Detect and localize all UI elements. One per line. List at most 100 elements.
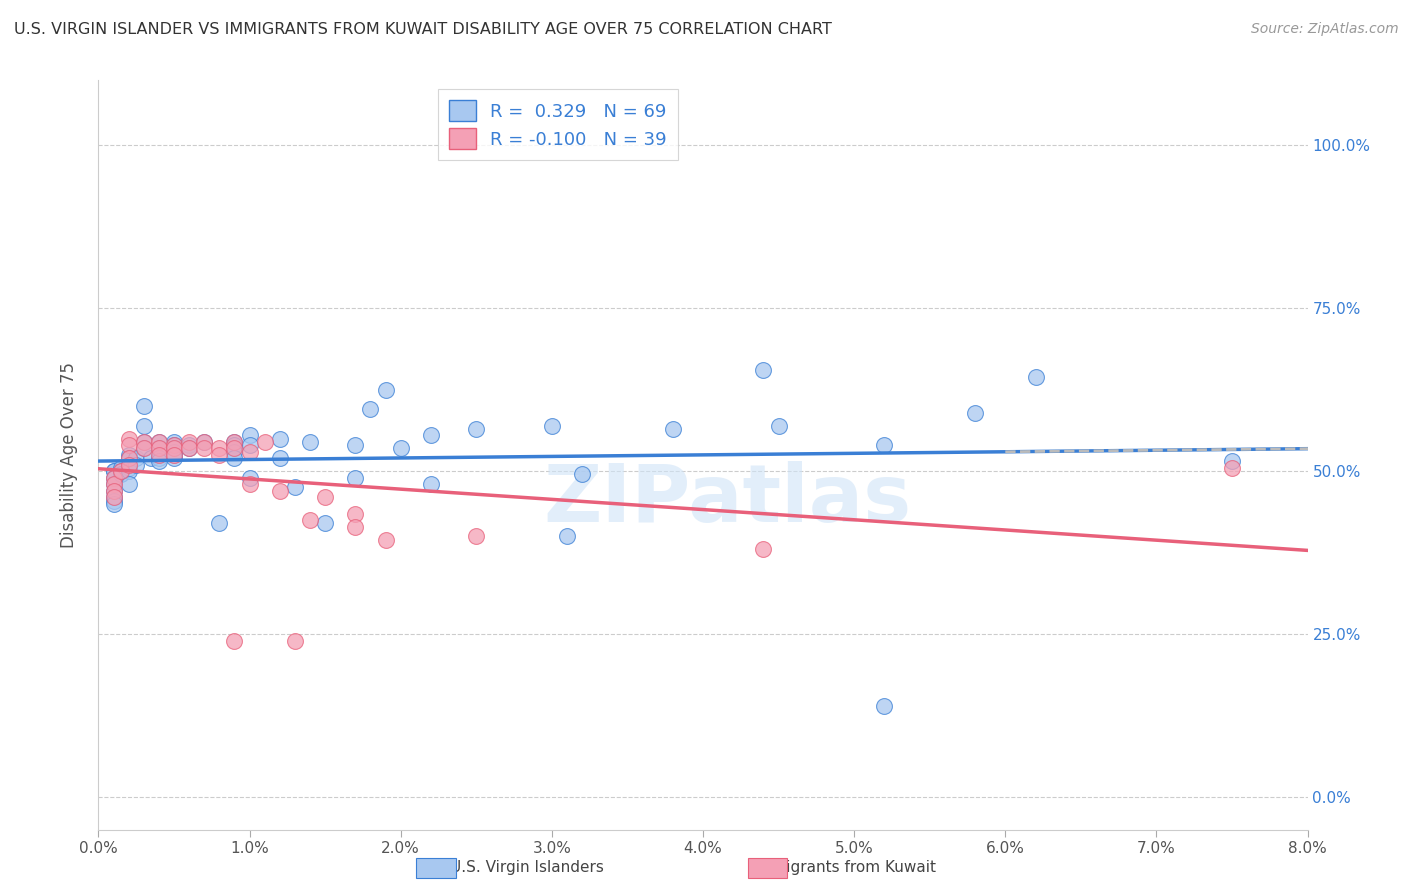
- Point: [118, 438, 141, 452]
- Point: [132, 442, 155, 456]
- Point: [103, 483, 125, 498]
- Point: [103, 464, 125, 478]
- Point: [571, 467, 593, 482]
- Point: [208, 448, 231, 462]
- Point: [314, 490, 336, 504]
- Point: [374, 533, 396, 547]
- Point: [110, 461, 132, 475]
- Point: [148, 442, 170, 456]
- Point: [103, 464, 125, 478]
- Text: ZIPatlas: ZIPatlas: [543, 461, 911, 539]
- Point: [103, 493, 125, 508]
- Legend: R =  0.329   N = 69, R = -0.100   N = 39: R = 0.329 N = 69, R = -0.100 N = 39: [439, 89, 678, 160]
- Point: [103, 477, 125, 491]
- Point: [465, 529, 488, 543]
- Point: [110, 464, 132, 478]
- Point: [752, 363, 775, 377]
- Point: [125, 458, 148, 472]
- Point: [873, 438, 896, 452]
- Point: [132, 434, 155, 449]
- Point: [314, 516, 336, 531]
- Point: [148, 434, 170, 449]
- Point: [224, 434, 246, 449]
- Point: [269, 483, 291, 498]
- Point: [179, 442, 201, 456]
- Point: [132, 399, 155, 413]
- Point: [103, 497, 125, 511]
- Point: [163, 434, 186, 449]
- Point: [103, 483, 125, 498]
- Point: [873, 698, 896, 713]
- Point: [103, 490, 125, 504]
- Point: [118, 448, 141, 462]
- Point: [148, 451, 170, 466]
- Point: [208, 442, 231, 456]
- Point: [163, 451, 186, 466]
- Point: [269, 432, 291, 446]
- Point: [118, 477, 141, 491]
- Point: [163, 448, 186, 462]
- Point: [163, 442, 186, 456]
- Point: [110, 467, 132, 482]
- Point: [179, 434, 201, 449]
- Point: [768, 418, 790, 433]
- Point: [118, 458, 141, 472]
- Point: [465, 422, 488, 436]
- Point: [224, 434, 246, 449]
- Point: [141, 451, 163, 466]
- Point: [132, 418, 155, 433]
- Text: Immigrants from Kuwait: Immigrants from Kuwait: [752, 860, 935, 874]
- Point: [344, 507, 367, 521]
- Point: [118, 432, 141, 446]
- Point: [752, 542, 775, 557]
- Point: [118, 451, 141, 466]
- Point: [661, 422, 683, 436]
- Point: [163, 442, 186, 456]
- Point: [148, 448, 170, 462]
- Point: [253, 434, 276, 449]
- Text: U.S. VIRGIN ISLANDER VS IMMIGRANTS FROM KUWAIT DISABILITY AGE OVER 75 CORRELATIO: U.S. VIRGIN ISLANDER VS IMMIGRANTS FROM …: [14, 22, 832, 37]
- Point: [132, 434, 155, 449]
- Point: [125, 451, 148, 466]
- Point: [284, 633, 307, 648]
- Point: [103, 490, 125, 504]
- Point: [284, 481, 307, 495]
- Point: [299, 434, 322, 449]
- Point: [389, 442, 412, 456]
- Point: [374, 383, 396, 397]
- Text: Source: ZipAtlas.com: Source: ZipAtlas.com: [1251, 22, 1399, 37]
- Point: [193, 434, 215, 449]
- Point: [420, 477, 443, 491]
- Point: [344, 519, 367, 533]
- Point: [148, 434, 170, 449]
- Point: [193, 442, 215, 456]
- Point: [420, 428, 443, 442]
- Point: [239, 444, 262, 458]
- Point: [344, 471, 367, 485]
- Point: [148, 454, 170, 468]
- Point: [118, 451, 141, 466]
- Point: [555, 529, 578, 543]
- Point: [224, 442, 246, 456]
- Point: [239, 428, 262, 442]
- Point: [269, 451, 291, 466]
- Point: [148, 442, 170, 456]
- Point: [208, 516, 231, 531]
- Point: [193, 434, 215, 449]
- Text: U.S. Virgin Islanders: U.S. Virgin Islanders: [450, 860, 605, 874]
- Point: [1220, 454, 1243, 468]
- Point: [118, 461, 141, 475]
- Point: [118, 464, 141, 478]
- Point: [224, 438, 246, 452]
- Y-axis label: Disability Age Over 75: Disability Age Over 75: [59, 362, 77, 548]
- Point: [163, 448, 186, 462]
- Point: [179, 438, 201, 452]
- Point: [965, 406, 987, 420]
- Point: [1025, 369, 1047, 384]
- Point: [132, 442, 155, 456]
- Point: [103, 471, 125, 485]
- Point: [224, 444, 246, 458]
- Point: [239, 477, 262, 491]
- Point: [163, 444, 186, 458]
- Point: [179, 442, 201, 456]
